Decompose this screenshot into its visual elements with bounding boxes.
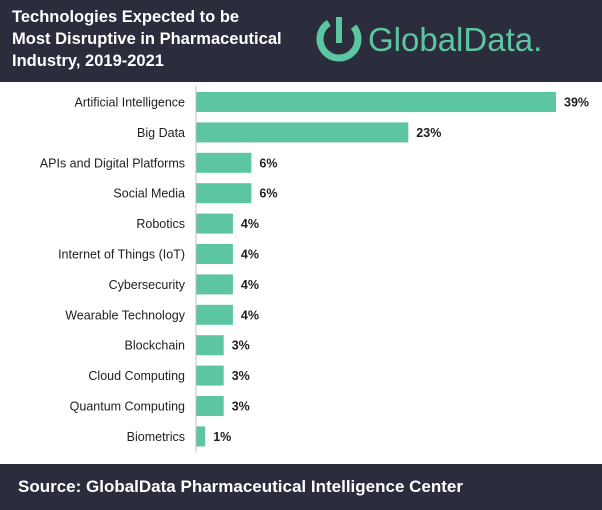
- category-label: Cybersecurity: [109, 278, 186, 292]
- value-label: 23%: [416, 126, 441, 140]
- value-label: 4%: [241, 308, 259, 322]
- category-label: Blockchain: [125, 339, 185, 353]
- category-label: Quantum Computing: [70, 400, 185, 414]
- chart-title-line-3: Industry, 2019-2021: [12, 52, 164, 70]
- footer-banner: Source: GlobalData Pharmaceutical Intell…: [0, 464, 602, 510]
- bar: [196, 244, 233, 264]
- bar: [196, 152, 252, 173]
- chart-title-line-1: Technologies Expected to be: [12, 8, 240, 26]
- value-label: 3%: [232, 369, 250, 383]
- category-label: Artificial Intelligence: [75, 96, 186, 110]
- category-label: Cloud Computing: [88, 369, 185, 383]
- category-label: Wearable Technology: [65, 308, 186, 322]
- source-note: Source: GlobalData Pharmaceutical Intell…: [18, 477, 463, 496]
- bar: [196, 122, 409, 143]
- value-label: 3%: [232, 400, 250, 414]
- value-label: 1%: [213, 430, 231, 444]
- category-label: Big Data: [137, 126, 185, 140]
- chart-title-line-2: Most Disruptive in Pharmaceutical: [12, 30, 282, 48]
- bar-chart: Artificial Intelligence 39% Big Data 23% API…: [40, 86, 589, 453]
- bar: [196, 304, 233, 325]
- value-label: 39%: [564, 96, 589, 110]
- chart-title: Technologies Expected to be Most Disrupt…: [12, 6, 312, 72]
- value-label: 4%: [241, 278, 259, 292]
- value-label: 3%: [232, 339, 250, 353]
- category-label: Social Media: [113, 187, 185, 201]
- category-label: Robotics: [136, 217, 185, 231]
- bar: [196, 335, 224, 356]
- value-label: 4%: [241, 248, 259, 262]
- value-label: 6%: [259, 156, 277, 170]
- bar: [196, 92, 556, 112]
- category-label: Biometrics: [127, 430, 185, 444]
- bar: [196, 274, 233, 295]
- bar: [196, 396, 224, 416]
- bar: [196, 365, 224, 386]
- category-label: APIs and Digital Platforms: [40, 156, 185, 170]
- bar: [196, 183, 252, 204]
- category-label: Internet of Things (IoT): [58, 248, 185, 262]
- bar: [196, 213, 233, 234]
- value-label: 6%: [259, 187, 277, 201]
- value-label: 4%: [241, 217, 259, 231]
- bar: [196, 426, 206, 447]
- globaldata-logo-text: GlobalData.: [368, 21, 543, 58]
- header-banner: Technologies Expected to be Most Disrupt…: [0, 0, 602, 82]
- globaldata-logo-icon: [316, 16, 362, 62]
